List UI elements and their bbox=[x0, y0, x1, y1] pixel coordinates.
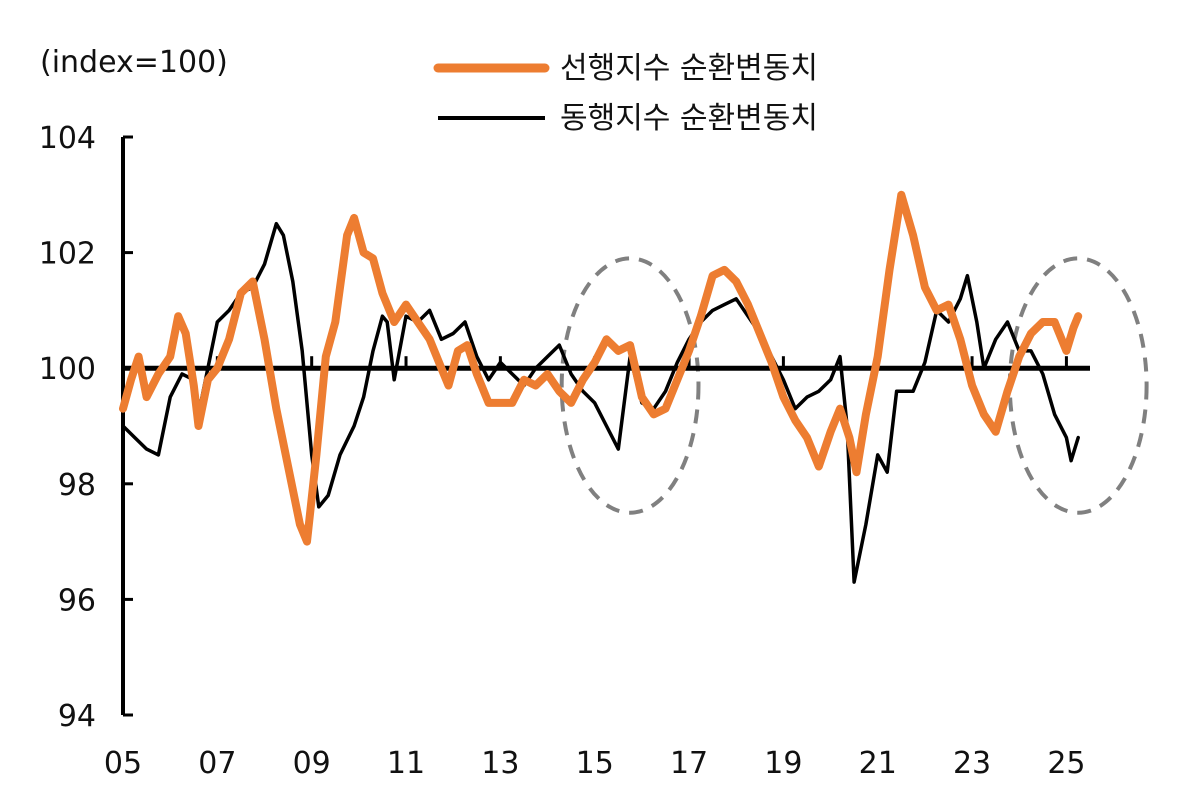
x-tick-label: 11 bbox=[387, 746, 425, 781]
x-tick-label: 19 bbox=[764, 746, 802, 781]
y-unit-label: (index=100) bbox=[40, 45, 228, 80]
series-layer bbox=[119, 190, 1083, 584]
x-tick-label: 15 bbox=[576, 746, 614, 781]
x-tick-label: 07 bbox=[198, 746, 236, 781]
x-ticks: 05 07 09 11 13 15 17 19 21 23 25 bbox=[104, 356, 1086, 781]
legend-label-leading: 선행지수 순환변동치 bbox=[560, 51, 818, 86]
x-tick-label: 21 bbox=[859, 746, 897, 781]
y-tick-label: 102 bbox=[39, 237, 96, 272]
x-tick-label: 09 bbox=[293, 746, 331, 781]
series-line-coincident bbox=[121, 221, 1080, 584]
legend-label-coincident: 동행지수 순환변동치 bbox=[560, 101, 818, 136]
y-tick-label: 94 bbox=[58, 699, 96, 734]
x-tick-label: 05 bbox=[104, 746, 142, 781]
y-ticks: 94 96 98 100 102 104 bbox=[39, 121, 133, 734]
x-tick-label: 13 bbox=[481, 746, 519, 781]
x-tick-label: 17 bbox=[670, 746, 708, 781]
x-tick-label: 25 bbox=[1047, 746, 1085, 781]
x-tick-label: 23 bbox=[953, 746, 991, 781]
y-tick-label: 104 bbox=[39, 121, 96, 156]
y-tick-label: 96 bbox=[58, 583, 96, 618]
highlight-ellipse bbox=[559, 256, 701, 515]
legend: 선행지수 순환변동치 동행지수 순환변동치 bbox=[433, 51, 818, 136]
y-tick-label: 98 bbox=[58, 468, 96, 503]
highlight-ellipse bbox=[1007, 256, 1149, 515]
y-tick-label: 100 bbox=[39, 352, 96, 387]
series-line-leading bbox=[119, 190, 1083, 546]
